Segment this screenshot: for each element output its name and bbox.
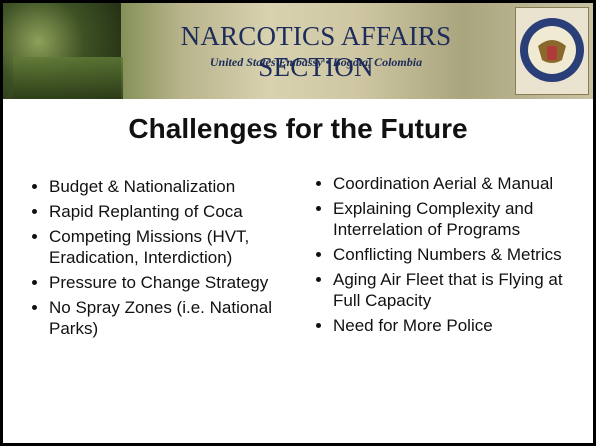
- bullet-item: Pressure to Change Strategy: [49, 272, 289, 293]
- banner-title: NARCOTICS AFFAIRS SECTION: [121, 21, 511, 83]
- banner-photo: [13, 57, 123, 99]
- bullet-item: Rapid Replanting of Coca: [49, 201, 289, 222]
- bullet-item: Aging Air Fleet that is Flying at Full C…: [333, 269, 578, 311]
- bullet-list: Coordination Aerial & Manual Explaining C…: [313, 173, 578, 340]
- banner: NARCOTICS AFFAIRS SECTION United States …: [3, 3, 593, 99]
- bullet-item: Need for More Police: [333, 315, 578, 336]
- bullet-item: Competing Missions (HVT, Eradication, In…: [49, 226, 289, 268]
- seal-icon: [518, 16, 586, 84]
- slide: NARCOTICS AFFAIRS SECTION United States …: [0, 0, 596, 446]
- bullet-item: Coordination Aerial & Manual: [333, 173, 578, 194]
- seal: [515, 7, 589, 95]
- banner-subtitle: United States Embassy • Bogota, Colombia: [121, 55, 511, 70]
- bullet-item: Budget & Nationalization: [49, 176, 289, 197]
- bullet-list: Budget & Nationalization Rapid Replanting…: [29, 176, 289, 343]
- page: {"header": {"title": "NARCOTICS AFFAIRS …: [0, 0, 596, 446]
- bullet-item: Explaining Complexity and Interrelation …: [333, 198, 578, 240]
- bullet-item: No Spray Zones (i.e. National Parks): [49, 297, 289, 339]
- bullet-item: Conflicting Numbers & Metrics: [333, 244, 578, 265]
- slide-title: Challenges for the Future: [3, 113, 593, 145]
